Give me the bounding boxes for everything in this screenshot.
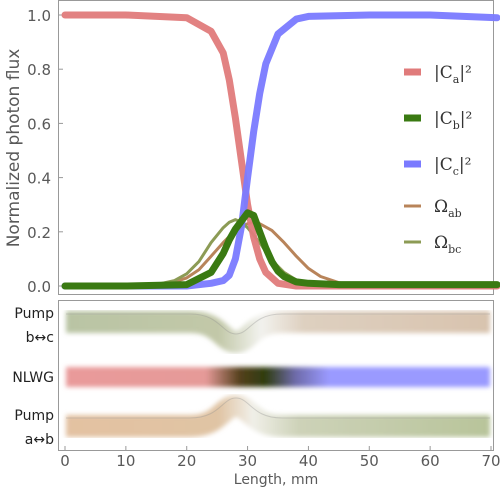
pump-ab-waveguide [66,394,490,437]
y-tick-label: 0.8 [27,61,51,79]
series-ca-line [61,11,500,290]
series-cb-line [61,209,500,290]
x-tick-label: 70 [481,452,500,470]
x-tick-label: 30 [238,452,257,470]
legend-label: |Ca|² [434,63,472,86]
series-layer [61,11,500,290]
x-axis-title: Length, mm [234,472,318,488]
plot-frame [58,0,494,295]
pump-bc-label-line1: Pump [14,306,54,322]
legend-label: Ωab [434,197,462,220]
x-tick-label: 0 [60,452,70,470]
nlwg-label: NLWG [12,370,54,386]
pump-bc-waveguide [66,311,490,354]
series-cc-line [61,11,500,290]
pump-ab-label-line2: a↔b [25,432,54,448]
nlwg-waveguide [66,367,490,387]
diagram-labels: Pump b↔c NLWG Pump a↔b [12,306,54,448]
y-axis-title: Normalized photon flux [4,49,24,248]
y-tick-label: 0.0 [27,278,51,296]
y-tick-label: 0.4 [27,170,51,188]
y-tick-label: 0.2 [27,224,51,242]
diagram-frame [58,300,494,451]
x-tick-label: 40 [299,452,318,470]
pump-ab-label-line1: Pump [14,408,54,424]
y-tick-label: 0.6 [27,115,51,133]
x-tick-label: 10 [116,452,135,470]
legend: |Ca|² |Cb|² |Cc|² Ωab Ωbc [404,63,472,256]
pump-ab-waveguide-edge [66,397,490,419]
legend-label: |Cc|² [434,155,471,178]
y-axis: 0.0 0.2 0.4 0.6 0.8 1.0 [27,7,63,296]
legend-label: |Cb|² [434,109,472,132]
x-tick-label: 60 [421,452,440,470]
y-tick-label: 1.0 [27,7,51,25]
x-axis: 0 10 20 30 40 50 60 70 [60,446,500,470]
pump-bc-waveguide-edge [66,313,490,335]
waveguide-diagram [66,311,490,437]
legend-label: Ωbc [434,233,461,256]
x-tick-label: 20 [177,452,196,470]
x-tick-label: 50 [360,452,379,470]
pump-bc-label-line2: b↔c [26,330,54,346]
